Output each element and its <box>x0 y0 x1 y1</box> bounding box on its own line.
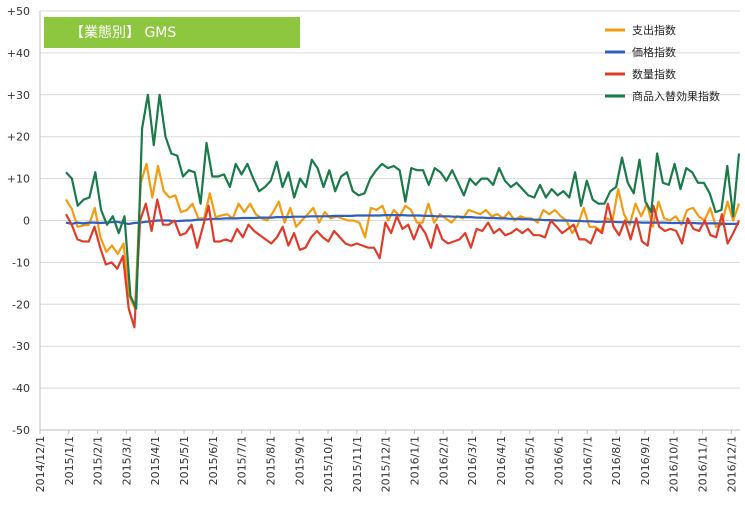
series-line-1 <box>65 214 739 225</box>
x-tick-label: 2016/10/1 <box>668 436 681 492</box>
x-tick-label: 2016/11/1 <box>697 436 710 492</box>
x-tick-label: 2016/8/1 <box>610 436 623 485</box>
series-line-0 <box>65 162 741 310</box>
x-tick-label: 2016/5/1 <box>524 436 537 485</box>
x-tick-label: 2016/2/1 <box>437 436 450 485</box>
y-tick-label: -50 <box>12 424 30 437</box>
legend-label-0: 支出指数 <box>632 23 676 37</box>
x-tick-label: 2015/4/1 <box>149 436 162 485</box>
legend-label-1: 価格指数 <box>632 45 676 59</box>
y-tick-label: 0 <box>23 215 30 228</box>
x-tick-label: 2015/10/1 <box>322 436 335 492</box>
legend-label-2: 数量指数 <box>632 67 676 81</box>
title-background <box>44 17 300 48</box>
legend-label-3: 商品入替効果指数 <box>632 89 720 103</box>
series-line-2 <box>65 198 741 329</box>
x-tick-label: 2015/11/1 <box>351 436 364 492</box>
y-tick-label: +30 <box>7 89 30 102</box>
y-axis-ticks: -50 -40 -30 -20 -10 0 +10 +20 +30 +40 +50 <box>7 5 30 437</box>
x-tick-label: 2015/2/1 <box>92 436 105 485</box>
x-tick-label: 2016/1/1 <box>408 436 421 485</box>
y-tick-label: -20 <box>12 298 30 311</box>
x-tick-label: 2015/9/1 <box>293 436 306 485</box>
x-tick-label: 2015/7/1 <box>236 436 249 485</box>
y-tick-label: +40 <box>7 47 30 60</box>
y-tick-label: +10 <box>7 173 30 186</box>
y-tick-label: -40 <box>12 382 30 395</box>
x-axis-ticks: 2014/12/1 2015/1/1 2015/2/1 2015/3/1 2015/4/… <box>34 430 738 492</box>
x-tick-label: 2016/7/1 <box>581 436 594 485</box>
x-tick-label: 2016/4/1 <box>495 436 508 485</box>
y-tick-label: +50 <box>7 5 30 18</box>
y-tick-label: +20 <box>7 131 30 144</box>
chart-title: 【業態別】 GMS <box>44 17 300 48</box>
x-tick-label: 2016/6/1 <box>553 436 566 485</box>
y-tick-label: -10 <box>12 256 30 269</box>
series-line-3 <box>65 93 741 310</box>
series-lines <box>65 93 741 329</box>
chart-title-text: 【業態別】 GMS <box>70 25 176 41</box>
y-tick-label: -30 <box>12 340 30 353</box>
x-tick-label: 2014/12/1 <box>34 436 47 492</box>
x-tick-label: 2015/12/1 <box>380 436 393 492</box>
x-tick-label: 2015/8/1 <box>264 436 277 485</box>
x-tick-label: 2015/5/1 <box>178 436 191 485</box>
x-tick-label: 2016/3/1 <box>466 436 479 485</box>
x-tick-label: 2015/3/1 <box>120 436 133 485</box>
x-tick-label: 2015/6/1 <box>207 436 220 485</box>
x-tick-label: 2016/12/1 <box>725 436 738 492</box>
x-tick-label: 2016/9/1 <box>639 436 652 485</box>
x-tick-label: 2015/1/1 <box>63 436 76 485</box>
